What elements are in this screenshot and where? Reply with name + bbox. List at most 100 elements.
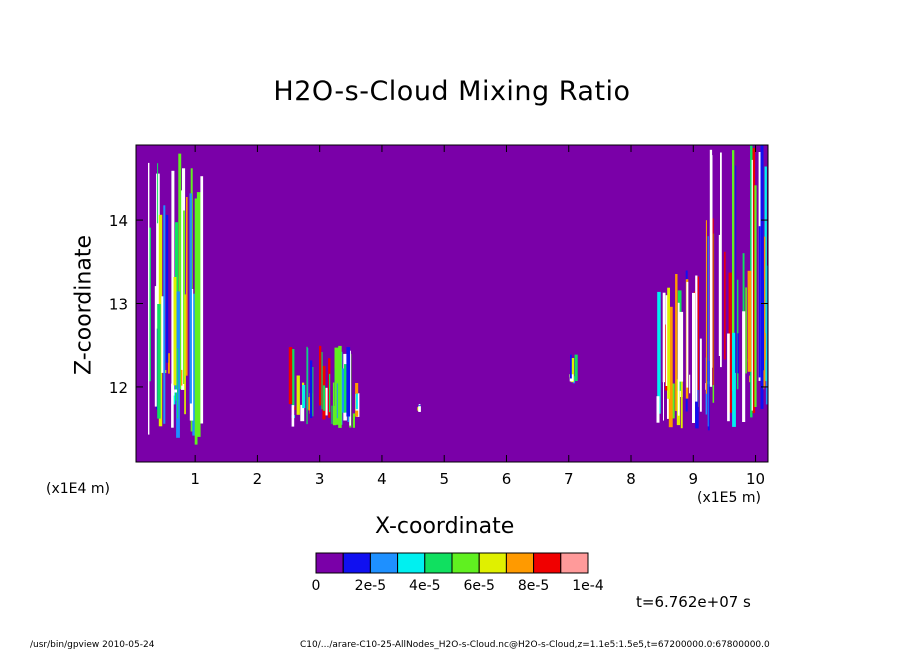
colorbar-label: 6e-5: [463, 578, 494, 594]
x-tick-label: 8: [626, 470, 636, 488]
cloud-streak: [181, 369, 183, 386]
cloud-streak: [323, 385, 325, 411]
colorbar-label: 4e-5: [409, 578, 440, 594]
cloud-streak: [346, 347, 351, 417]
x-tick-label: 1: [190, 470, 200, 488]
colorbar-label: 1e-4: [572, 578, 604, 594]
x-tick-label: 9: [689, 470, 699, 488]
x-tick-label: 2: [253, 470, 263, 488]
cloud-streak: [570, 354, 572, 379]
cloud-streak: [663, 370, 664, 421]
cloud-streak: [196, 192, 201, 437]
colorbar-swatch: [505, 552, 535, 574]
cloud-streak: [570, 358, 575, 383]
cloud-streak: [747, 270, 752, 372]
cloud-streak: [728, 272, 732, 413]
cloud-streak: [336, 383, 338, 419]
cloud-streak: [745, 287, 747, 374]
colorbar-swatch: [315, 552, 344, 574]
cloud-streak: [294, 406, 296, 410]
cloud-streak: [657, 291, 661, 414]
cloud-streak: [349, 350, 351, 426]
x-tick-label: 10: [746, 470, 765, 488]
cloud-streak: [161, 296, 165, 373]
cloud-streak: [751, 159, 753, 411]
cloud-streak: [165, 214, 169, 363]
cloud-streak: [171, 383, 174, 428]
x-axis-label: X-coordinate: [375, 514, 515, 539]
cloud-streak: [173, 277, 177, 386]
cloud-streak: [338, 345, 342, 428]
cloud-streak: [718, 234, 720, 356]
cloud-streak: [291, 405, 295, 427]
cloud-streak: [306, 346, 308, 425]
cloud-streak: [680, 348, 683, 429]
y-axis-unit: (x1E4 m): [46, 481, 110, 497]
cloud-field: [148, 145, 768, 445]
cloud-streak: [148, 227, 151, 382]
cloud-streak: [302, 385, 306, 409]
cloud-streak: [735, 165, 737, 373]
cloud-streak: [692, 292, 695, 423]
cloud-streak: [288, 347, 293, 405]
cloud-streak: [189, 193, 192, 404]
cloud-streak: [183, 210, 185, 384]
cloud-streak: [156, 223, 159, 375]
colorbar-swatch: [397, 552, 426, 574]
cloud-streak: [679, 311, 684, 382]
plot-background: [136, 145, 768, 462]
cloud-streak: [720, 152, 722, 368]
cloud-streak: [307, 348, 309, 410]
cloud-streak: [296, 375, 300, 415]
cloud-streak: [732, 332, 736, 427]
cloud-streak: [727, 333, 730, 422]
x-tick-label: 4: [377, 470, 387, 488]
cloud-streak: [334, 347, 339, 425]
cloud-streak: [329, 373, 331, 413]
cloud-streak: [656, 396, 660, 423]
x-tick-label: 6: [502, 470, 512, 488]
cloud-streak: [172, 390, 176, 405]
cloud-streak: [707, 236, 709, 427]
cloud-streak: [705, 220, 707, 394]
cloud-streak: [344, 364, 347, 413]
cloud-streak: [662, 292, 666, 383]
x-axis-unit: (x1E5 m): [697, 490, 761, 506]
cloud-streak: [154, 286, 157, 407]
colorbar-label: 8e-5: [518, 578, 549, 594]
cloud-streak: [186, 197, 188, 376]
cloud-streak: [677, 302, 680, 416]
footer-source: C10/.../arare-C10-25-AllNodes_H2O-s-Clou…: [300, 640, 770, 650]
cloud-streak: [194, 198, 198, 445]
cloud-streak: [574, 354, 578, 381]
cloud-streak: [764, 166, 767, 382]
cloud-streak: [331, 405, 333, 424]
cloud-streak: [699, 338, 702, 412]
cloud-streak: [300, 404, 305, 422]
y-axis-label: Z-coordinate: [71, 235, 97, 375]
cloud-streak: [737, 333, 739, 374]
cloud-streak: [355, 393, 358, 410]
cloud-streak: [752, 148, 756, 414]
colorbar-swatch: [342, 552, 371, 574]
cloud-streak: [667, 287, 670, 399]
cloud-streak: [686, 281, 689, 388]
colorbar-swatch: [560, 552, 589, 574]
colorbar-swatch: [533, 552, 562, 574]
cloud-streak: [766, 265, 768, 397]
chart-title: H2O-s-Cloud Mixing Ratio: [273, 76, 631, 107]
cloud-streak: [157, 304, 161, 419]
colorbar: 0 2e-5 4e-5 6e-5 8e-5 1e-4: [312, 552, 604, 594]
cloud-streak: [321, 352, 323, 410]
colorbar-label: 2e-5: [355, 578, 386, 594]
cloud-streak: [665, 295, 668, 386]
cloud-streak: [163, 205, 166, 424]
y-tick-label: 13: [109, 296, 128, 314]
cloud-streak: [732, 150, 735, 391]
colorbar-label: 0: [312, 578, 321, 594]
cloud-streak: [668, 306, 673, 428]
y-tick-label: 12: [109, 379, 128, 397]
cloud-streak: [291, 349, 295, 408]
colorbar-swatch: [451, 552, 480, 574]
